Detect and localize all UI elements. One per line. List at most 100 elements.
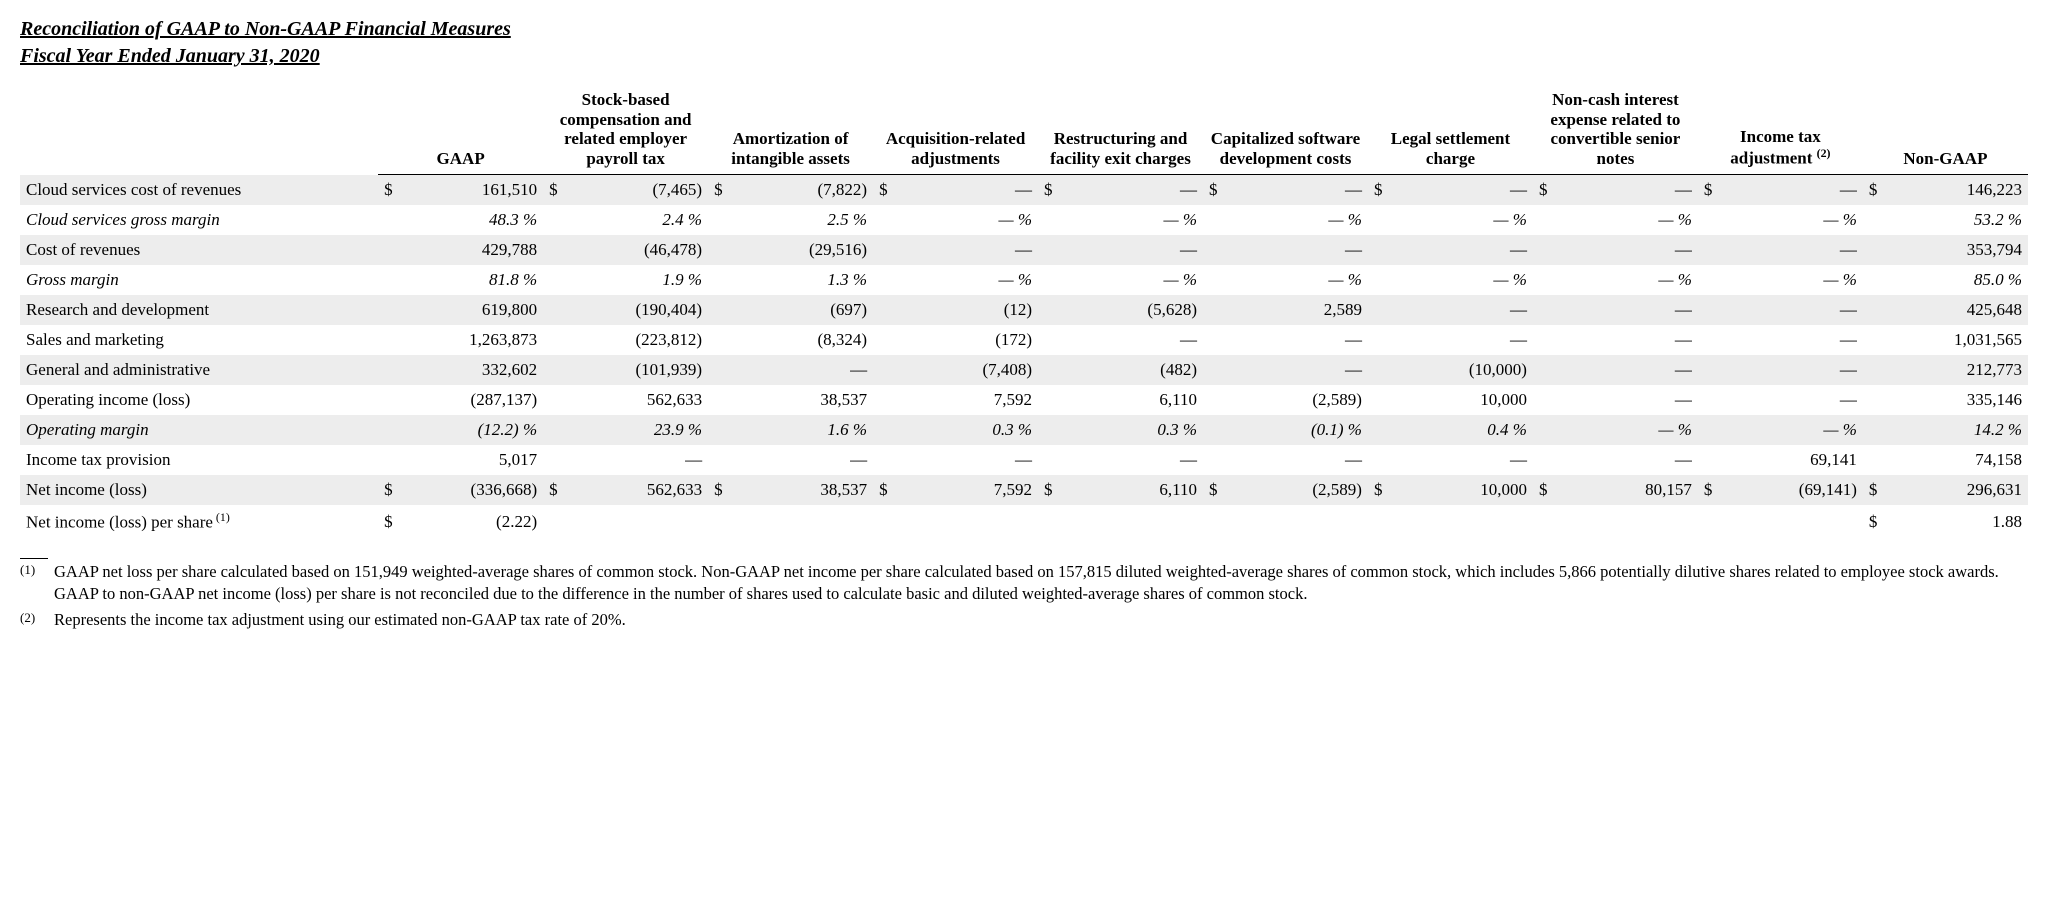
cell-value: —	[1565, 295, 1698, 325]
row-label: Cost of revenues	[20, 235, 378, 265]
row-label: Cloud services cost of revenues	[20, 175, 378, 206]
cell-value: — %	[1730, 205, 1863, 235]
cell-value: (2.22)	[410, 505, 543, 538]
currency-symbol: $	[1203, 475, 1235, 505]
row-label: Sales and marketing	[20, 325, 378, 355]
currency-symbol	[543, 325, 575, 355]
cell-value: —	[1565, 385, 1698, 415]
row-label: Net income (loss)	[20, 475, 378, 505]
row-label: Operating margin	[20, 415, 378, 445]
cell-value: 7,592	[905, 385, 1038, 415]
currency-symbol	[1698, 205, 1730, 235]
cell-value: (8,324)	[740, 325, 873, 355]
cell-value: 619,800	[410, 295, 543, 325]
cell-value	[740, 505, 873, 538]
currency-symbol	[1533, 385, 1565, 415]
currency-symbol	[1698, 235, 1730, 265]
cell-value: 335,146	[1895, 385, 2028, 415]
cell-value: —	[1235, 325, 1368, 355]
cell-value: — %	[1070, 205, 1203, 235]
cell-value: 53.2 %	[1895, 205, 2028, 235]
currency-symbol: $	[1863, 505, 1895, 538]
currency-symbol	[1203, 355, 1235, 385]
currency-symbol	[873, 325, 905, 355]
cell-value: —	[905, 235, 1038, 265]
currency-symbol	[873, 355, 905, 385]
cell-value	[1070, 505, 1203, 538]
currency-symbol	[1863, 415, 1895, 445]
cell-value	[1565, 505, 1698, 538]
row-label: Cloud services gross margin	[20, 205, 378, 235]
cell-value	[1400, 505, 1533, 538]
currency-symbol	[1863, 205, 1895, 235]
table-row: Gross margin81.8 %1.9 %1.3 %— %— %— %— %…	[20, 265, 2028, 295]
currency-symbol	[1368, 505, 1400, 538]
cell-value: 10,000	[1400, 475, 1533, 505]
cell-value	[905, 505, 1038, 538]
currency-symbol	[378, 265, 410, 295]
currency-symbol	[543, 235, 575, 265]
cell-value: — %	[1070, 265, 1203, 295]
cell-value: — %	[1235, 265, 1368, 295]
cell-value: —	[1730, 235, 1863, 265]
currency-symbol	[1863, 355, 1895, 385]
table-row: Cloud services cost of revenues$161,510$…	[20, 175, 2028, 206]
table-row: Sales and marketing1,263,873(223,812)(8,…	[20, 325, 2028, 355]
currency-symbol	[1203, 295, 1235, 325]
cell-value: 48.3 %	[410, 205, 543, 235]
cell-value: —	[905, 175, 1038, 206]
currency-symbol	[1368, 325, 1400, 355]
cell-value: 2.5 %	[740, 205, 873, 235]
cell-value: — %	[1565, 205, 1698, 235]
cell-value: —	[1070, 175, 1203, 206]
cell-value: 2.4 %	[575, 205, 708, 235]
currency-symbol	[1203, 265, 1235, 295]
cell-value: 85.0 %	[1895, 265, 2028, 295]
cell-value: (2,589)	[1235, 475, 1368, 505]
currency-symbol	[1368, 235, 1400, 265]
cell-value: 0.3 %	[1070, 415, 1203, 445]
table-row: Research and development619,800(190,404)…	[20, 295, 2028, 325]
cell-value: —	[1400, 295, 1533, 325]
currency-symbol: $	[1863, 175, 1895, 206]
cell-value: — %	[1565, 415, 1698, 445]
currency-symbol: $	[1533, 475, 1565, 505]
cell-value: (7,465)	[575, 175, 708, 206]
currency-symbol	[1368, 265, 1400, 295]
table-row: Operating income (loss)(287,137)562,6333…	[20, 385, 2028, 415]
currency-symbol	[1203, 415, 1235, 445]
currency-symbol	[1698, 505, 1730, 538]
currency-symbol: $	[1698, 175, 1730, 206]
currency-symbol	[543, 445, 575, 475]
table-row: Cloud services gross margin 48.3 % 2.4 % 2.…	[20, 205, 2028, 235]
cell-value: — %	[905, 205, 1038, 235]
cell-value: (69,141)	[1730, 475, 1863, 505]
currency-symbol	[873, 235, 905, 265]
currency-symbol	[1533, 295, 1565, 325]
currency-symbol	[708, 205, 740, 235]
row-label: Gross margin	[20, 265, 378, 295]
cell-value: 0.4 %	[1400, 415, 1533, 445]
currency-symbol	[1533, 325, 1565, 355]
cell-value: —	[1235, 175, 1368, 206]
cell-value: (7,408)	[905, 355, 1038, 385]
cell-value: 0.3 %	[905, 415, 1038, 445]
currency-symbol	[1698, 445, 1730, 475]
currency-symbol	[1203, 205, 1235, 235]
col-header: Legal settlement charge	[1368, 88, 1533, 175]
row-label: Income tax provision	[20, 445, 378, 475]
currency-symbol	[708, 385, 740, 415]
currency-symbol	[873, 505, 905, 538]
currency-symbol	[1368, 445, 1400, 475]
currency-symbol	[543, 505, 575, 538]
currency-symbol	[1038, 325, 1070, 355]
cell-value: (46,478)	[575, 235, 708, 265]
table-row: Income tax provision5,017———————69,14174…	[20, 445, 2028, 475]
cell-value: (336,668)	[410, 475, 543, 505]
currency-symbol	[1368, 415, 1400, 445]
cell-value: 5,017	[410, 445, 543, 475]
cell-value: —	[1730, 385, 1863, 415]
table-header-row: GAAP Stock-based compensation and relate…	[20, 88, 2028, 175]
currency-symbol: $	[1368, 475, 1400, 505]
currency-symbol: $	[873, 475, 905, 505]
